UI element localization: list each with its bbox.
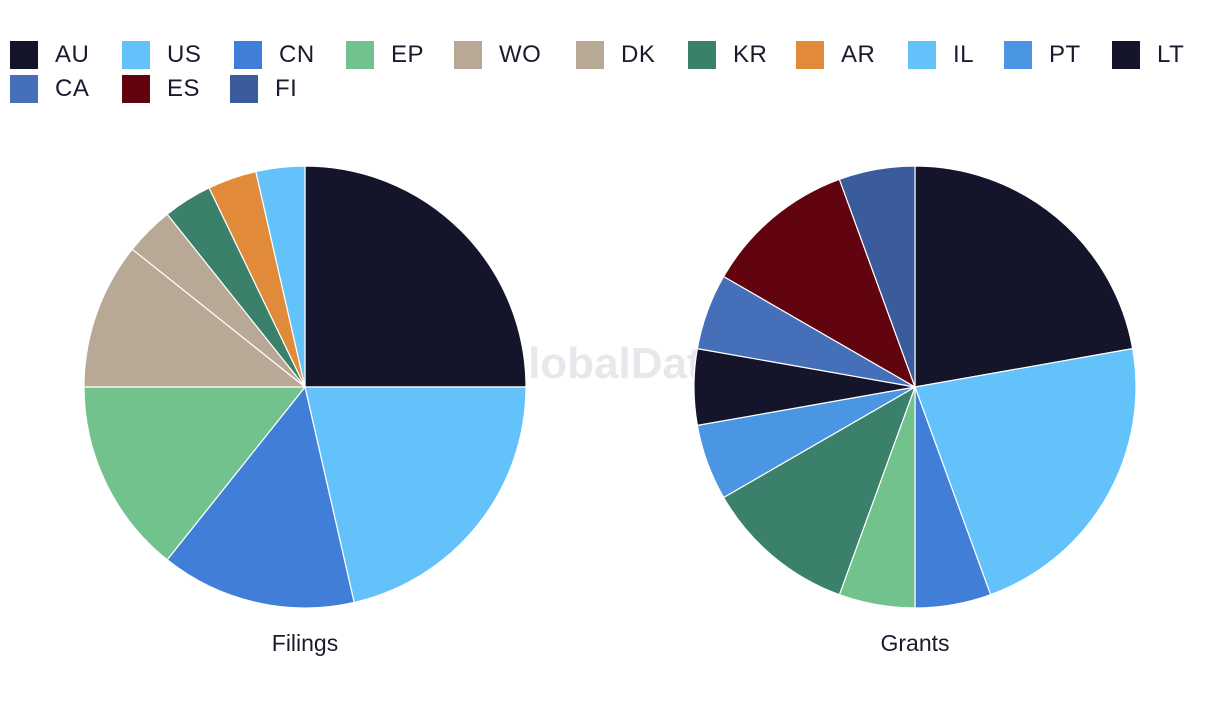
legend-label: EP [391, 41, 425, 68]
legend-item-fi[interactable]: FI [230, 74, 297, 104]
pie-slice-filings-il[interactable] [255, 165, 306, 388]
legend-swatch [908, 41, 936, 69]
legend-label: US [167, 41, 202, 68]
legend-label: ES [167, 75, 201, 102]
legend-item-es[interactable]: ES [122, 74, 200, 104]
pie-slice-grants-us[interactable] [914, 348, 1137, 596]
pie-slice-filings-us[interactable] [304, 386, 527, 604]
legend-swatch [122, 41, 150, 69]
pie-slice-grants-fi[interactable] [838, 165, 916, 388]
legend-swatch [796, 41, 824, 69]
legend-item-il[interactable]: IL [908, 40, 974, 70]
legend-swatch [576, 41, 604, 69]
pie-title-filings: Filings [272, 630, 338, 656]
legend-swatch [1004, 41, 1032, 69]
pie-slice-filings-wo[interactable] [83, 248, 306, 388]
legend-swatch [230, 75, 258, 103]
legend-swatch [234, 41, 262, 69]
legend-label: CA [55, 75, 90, 102]
pie-slice-filings-ep[interactable] [83, 386, 306, 561]
pie-slice-filings-au[interactable] [304, 165, 527, 388]
legend-item-ar[interactable]: AR [796, 40, 875, 70]
legend-item-ep[interactable]: EP [346, 40, 424, 70]
legend-item-ca[interactable]: CA [10, 74, 89, 104]
legend-item-pt[interactable]: PT [1004, 40, 1081, 70]
legend-label: PT [1049, 41, 1081, 68]
legend-label: CN [279, 41, 315, 68]
legend-label: IL [953, 41, 975, 68]
pie-chart-filings [83, 165, 527, 609]
legend-label: FI [275, 75, 298, 102]
legend-item-kr[interactable]: KR [688, 40, 767, 70]
legend-label: KR [733, 41, 768, 68]
watermark: GlobalData [494, 339, 727, 388]
legend-item-au[interactable]: AU [10, 40, 89, 70]
legend-swatch [122, 75, 150, 103]
legend-label: WO [499, 41, 542, 68]
pie-slice-filings-cn[interactable] [166, 386, 355, 609]
legend-item-lt[interactable]: LT [1112, 40, 1184, 70]
legend-item-us[interactable]: US [122, 40, 201, 70]
legend-item-cn[interactable]: CN [234, 40, 315, 70]
legend-swatch [346, 41, 374, 69]
legend-label: DK [621, 41, 656, 68]
legend-swatch [1112, 41, 1140, 69]
legend-swatch [454, 41, 482, 69]
legend-item-wo[interactable]: WO [454, 40, 541, 70]
legend-label: LT [1157, 41, 1185, 68]
pie-chart-grants [693, 165, 1137, 609]
legend-label: AU [55, 41, 90, 68]
legend-item-dk[interactable]: DK [576, 40, 655, 70]
pie-slice-grants-kr[interactable] [723, 386, 916, 596]
legend-label: AR [841, 41, 876, 68]
legend-swatch [10, 41, 38, 69]
pie-slice-grants-au[interactable] [914, 165, 1134, 388]
legend-swatch [688, 41, 716, 69]
pie-title-grants: Grants [880, 630, 949, 656]
pie-slice-grants-es[interactable] [723, 178, 916, 388]
legend-swatch [10, 75, 38, 103]
